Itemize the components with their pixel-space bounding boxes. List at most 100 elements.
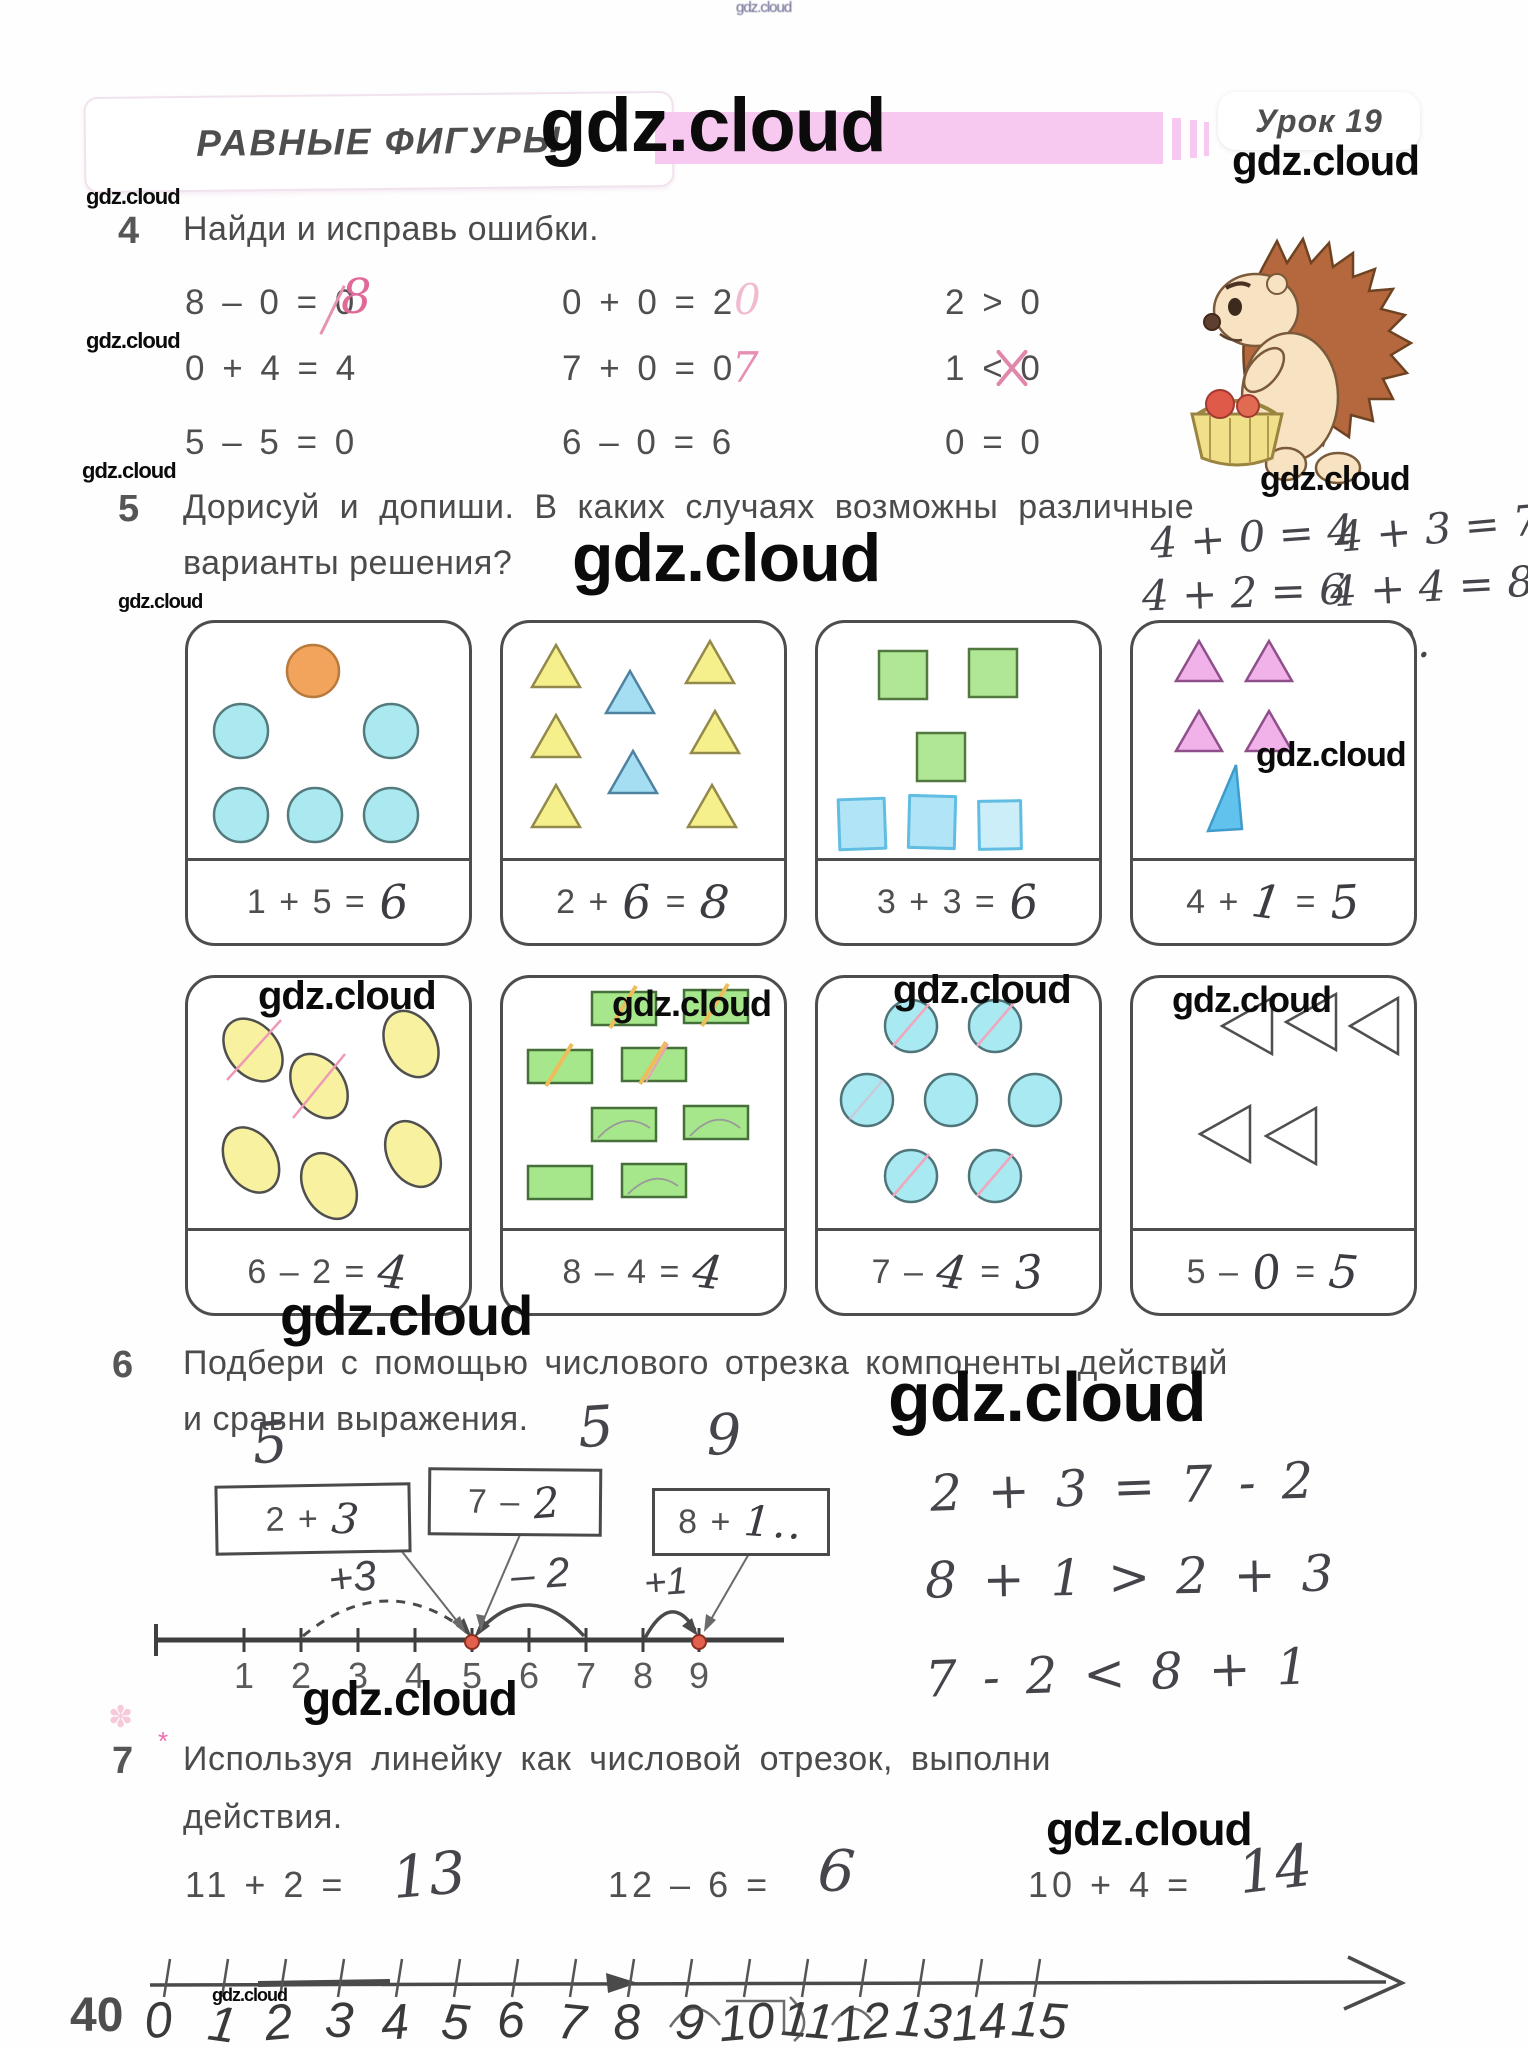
pink-highlight-strip xyxy=(1204,122,1209,156)
printed-part: 6 – 2 = xyxy=(247,1252,367,1291)
printed-part: 4 + xyxy=(1186,882,1241,921)
card-equation: 5 – 0 = 5 xyxy=(1133,1228,1414,1313)
card-shapes xyxy=(1173,638,1295,833)
handwritten-answer: 8 xyxy=(697,873,733,931)
watermark: gdz.cloud xyxy=(736,0,792,16)
task-card: 6 – 2 = 4 xyxy=(185,975,472,1316)
watermark: gdz.cloud xyxy=(1256,736,1407,774)
watermark: gdz.cloud xyxy=(888,1358,1207,1436)
equation: 2 > 0 xyxy=(945,283,1044,323)
red-correction: 8 xyxy=(341,269,376,325)
comparison-line: 8 + 1 > 2 + 3 xyxy=(924,1544,1339,1610)
equation: 8 – 0 = 0 8 xyxy=(185,269,372,335)
star-mark: * xyxy=(158,1726,169,1756)
handwritten-answer: 6 xyxy=(1006,873,1043,931)
card-shapes xyxy=(839,998,1063,1204)
handwritten-answer: 6 xyxy=(815,1835,858,1907)
svg-text:3: 3 xyxy=(348,1655,368,1696)
svg-text:12: 12 xyxy=(832,1991,893,2048)
equation-printed: 0 = 0 xyxy=(945,423,1044,462)
watermark: gdz.cloud xyxy=(118,591,203,613)
svg-text:9: 9 xyxy=(673,1993,707,2048)
equation: 5 – 5 = 0 xyxy=(185,423,358,463)
svg-text:1: 1 xyxy=(205,1995,240,2048)
svg-text:4: 4 xyxy=(405,1655,425,1696)
handwritten-answer: 5 xyxy=(1328,874,1363,930)
card-equation: 7 – 4 = 3 xyxy=(818,1228,1099,1313)
watermark: gdz.cloud xyxy=(86,328,181,353)
svg-text:+3: +3 xyxy=(326,1551,379,1603)
basket-icon xyxy=(1190,389,1284,467)
equation-printed: 7 + 0 = 0 xyxy=(562,349,737,388)
equation-printed: 5 – 5 = 0 xyxy=(185,423,359,462)
pink-cross-marks xyxy=(226,1019,346,1119)
pink-highlight-bar xyxy=(655,112,1163,164)
svg-text:+1: +1 xyxy=(643,1560,689,1605)
handwritten-note: 4 + 4 = 8 xyxy=(1328,556,1528,617)
mid-arrowhead xyxy=(606,1973,638,1993)
exercise6-number: 6 xyxy=(112,1344,134,1386)
comparison-line: 7 - 2 < 8 + 1 xyxy=(924,1637,1315,1709)
equation-printed: 12 – 6 = xyxy=(608,1864,772,1905)
equation-printed: 10 + 4 = xyxy=(1028,1864,1193,1905)
red-dot xyxy=(691,1634,707,1650)
svg-text:9: 9 xyxy=(689,1655,709,1696)
expression-box: 8 + 1.. xyxy=(652,1488,830,1556)
task-card: 7 – 4 = 3 xyxy=(815,975,1102,1316)
svg-text:– 2: – 2 xyxy=(508,1548,571,1599)
page-number: 40 xyxy=(70,1989,124,2042)
yellow-ovals xyxy=(221,1009,443,1221)
svg-text:6: 6 xyxy=(519,1655,539,1696)
card-equation: 6 – 2 = 4 xyxy=(188,1228,469,1313)
handwritten-part: 3 xyxy=(329,1492,363,1545)
watermark: gdz.cloud xyxy=(540,83,887,168)
svg-text:5: 5 xyxy=(439,1993,472,2048)
equation: 1 < 0 xyxy=(945,349,1044,389)
printed-part: 1 + 5 = xyxy=(246,882,367,921)
card-equation: 1 + 5 = 6 xyxy=(188,858,469,943)
exercise7-text-line2: действия. xyxy=(183,1798,343,1836)
handwritten-result: 5 xyxy=(575,1393,616,1462)
watermark: gdz.cloud xyxy=(302,1673,518,1726)
equation-printed: 0 + 4 = 4 xyxy=(185,349,360,388)
comparison-line: 2 + 3 = 7 - 2 xyxy=(929,1451,1320,1523)
handwritten-part: 2 xyxy=(531,1476,564,1528)
handwritten-answer: 6 xyxy=(376,873,413,931)
watermark: gdz.cloud xyxy=(280,1284,533,1347)
pink-cross-marks xyxy=(848,1003,1014,1197)
watermark: gdz.cloud xyxy=(1260,460,1411,498)
printed-part: 7 – xyxy=(871,1252,925,1291)
task-card: 1 + 5 = 6 xyxy=(185,620,472,946)
printed-part: 2 + xyxy=(265,1499,321,1539)
svg-text:2: 2 xyxy=(291,1655,311,1696)
printed-part: = xyxy=(980,1252,1003,1291)
drawn-blue-squares xyxy=(836,793,1023,852)
watermark: gdz.cloud xyxy=(1046,1803,1253,1855)
task-card: 8 – 4 = 4 xyxy=(500,975,787,1316)
handwritten-note: 4 + 3 = 7 xyxy=(1334,495,1528,562)
exercise5-text-line1: Дорисуй и допиши. В каких случаях возмож… xyxy=(183,488,1195,526)
svg-text:7: 7 xyxy=(576,1655,596,1696)
handwritten-answer: 1 xyxy=(1248,873,1288,931)
card-shapes xyxy=(836,647,1023,852)
equation: 0 + 0 = 2 0 xyxy=(562,275,761,324)
watermark: gdz.cloud xyxy=(893,968,1072,1012)
lesson-label: Урок 19 xyxy=(1255,102,1383,139)
pink-triangles xyxy=(1173,638,1295,753)
printed-part: = xyxy=(665,882,688,921)
pointer-lines xyxy=(395,1529,751,1631)
watermark: gdz.cloud xyxy=(572,520,881,596)
card-shapes xyxy=(212,643,420,844)
arc-labels: +3 – 2 +1 xyxy=(326,1548,689,1605)
svg-text:4: 4 xyxy=(379,1993,411,2048)
card-shapes xyxy=(529,638,742,829)
svg-text:2: 2 xyxy=(261,1993,295,2048)
equation: 12 – 6 = xyxy=(608,1864,771,1906)
overwritten-scribbles xyxy=(668,1996,873,2042)
handwritten-part: 1.. xyxy=(742,1495,806,1549)
handwritten-result: 5 xyxy=(248,1409,291,1478)
yellow-triangles xyxy=(529,638,742,829)
card-shapes xyxy=(1197,991,1400,1167)
watermark: gdz.cloud xyxy=(258,974,437,1018)
red-correction: 7 xyxy=(732,343,763,392)
